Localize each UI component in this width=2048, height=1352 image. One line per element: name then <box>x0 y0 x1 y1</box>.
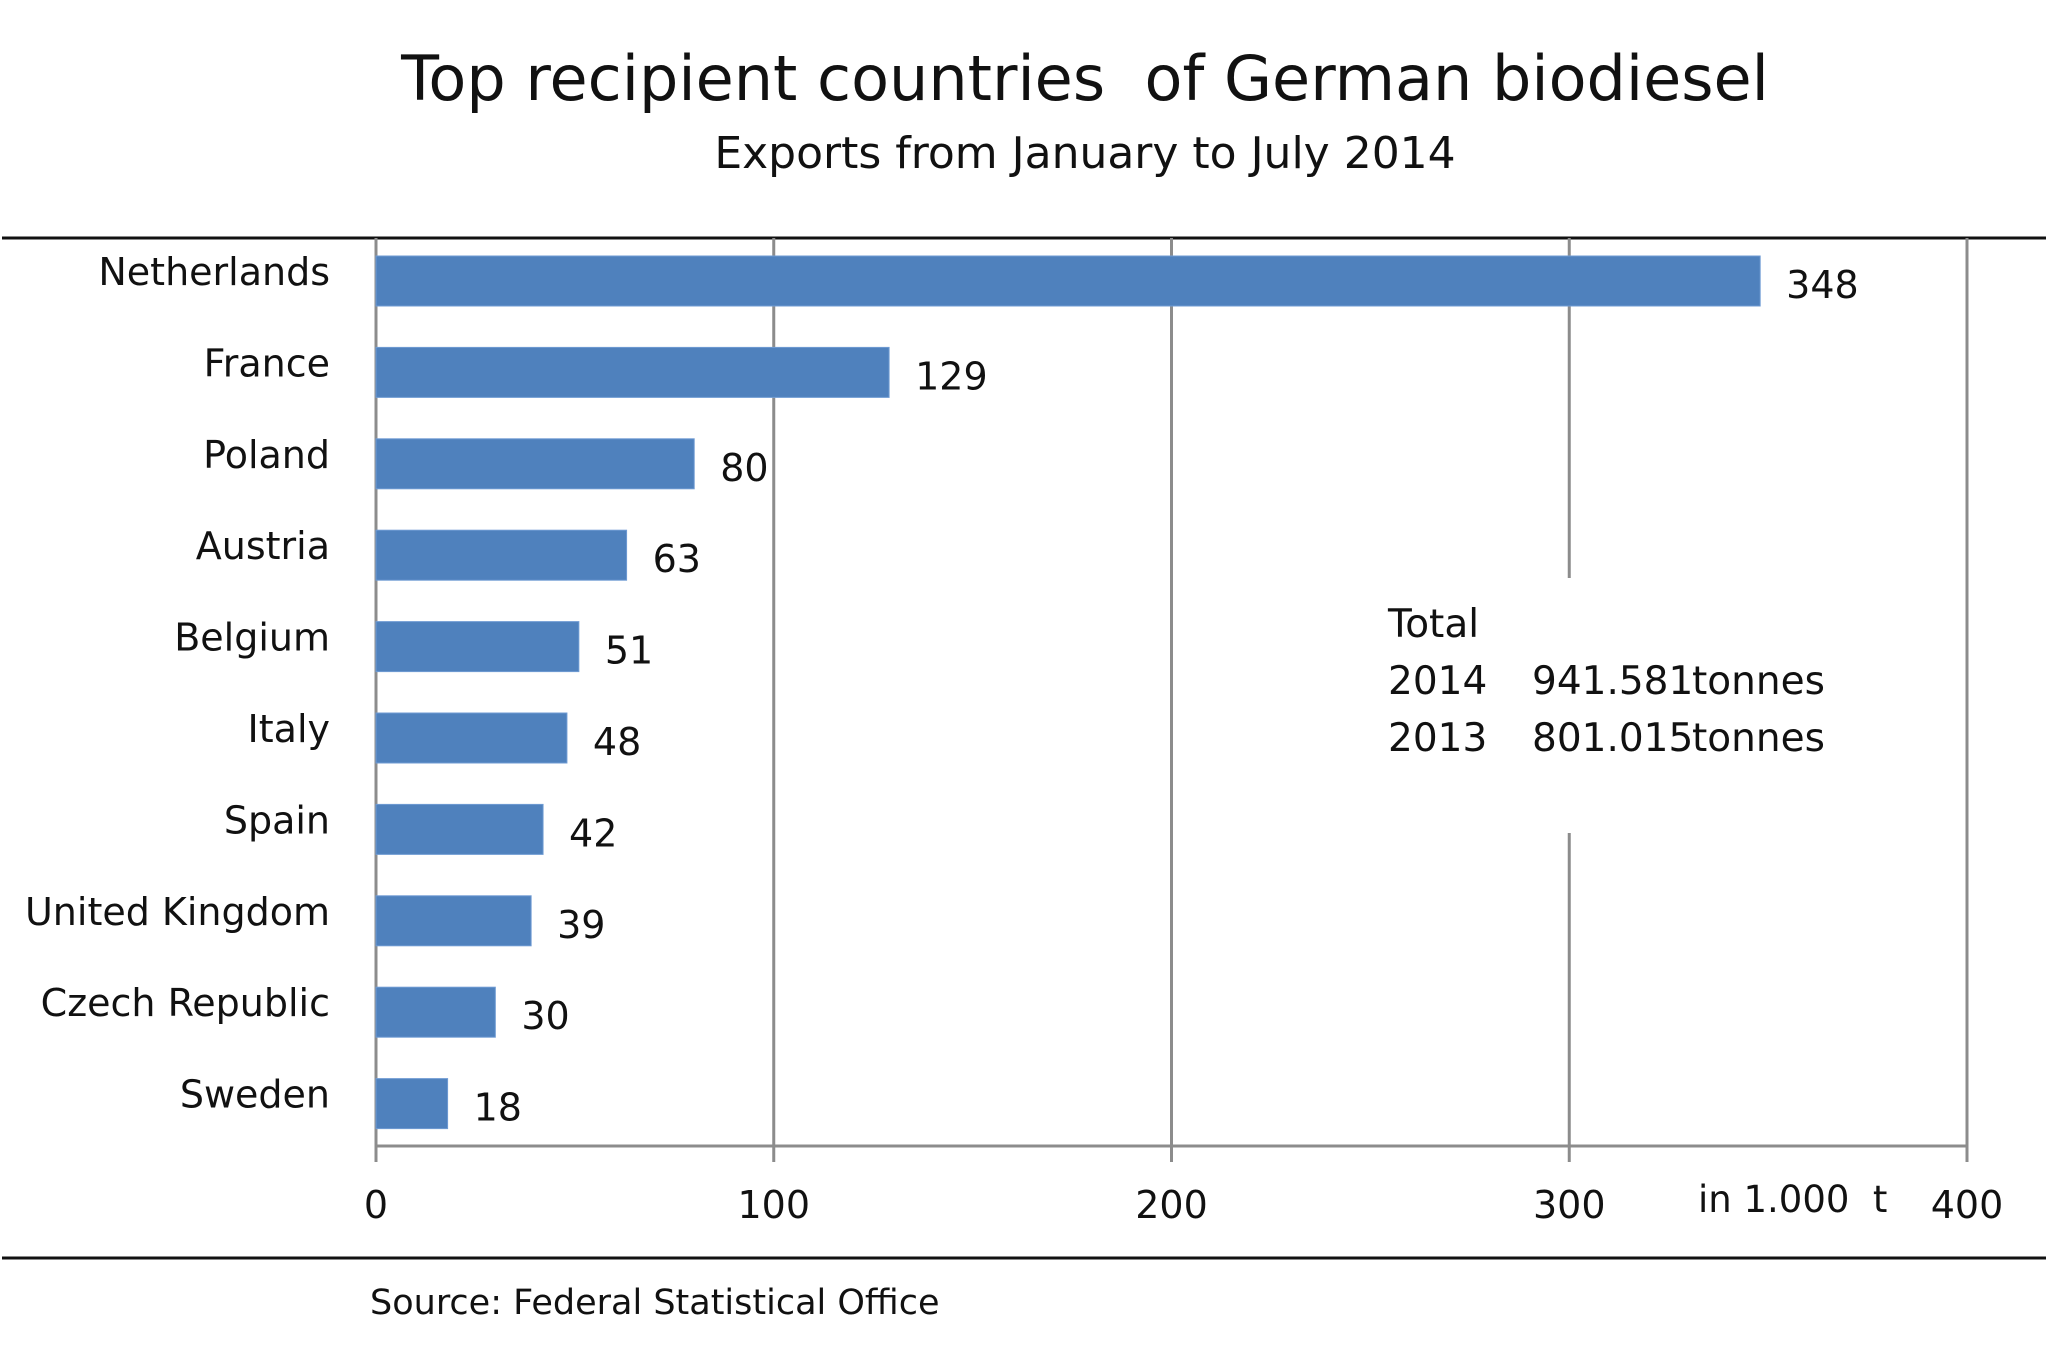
x-tick-label: 200 <box>1135 1183 1208 1227</box>
value-label: 18 <box>474 1086 522 1130</box>
bar-austria <box>375 529 628 581</box>
value-labels: 348 129 80 63 51 48 42 39 30 18 <box>468 251 1861 1140</box>
value-label-background <box>587 708 644 774</box>
totals-2013-unit: tonnes <box>1692 716 1825 761</box>
category-label: Spain <box>224 798 330 842</box>
value-label: 63 <box>653 537 701 581</box>
totals-2014-amount: 941.581 <box>1532 659 1693 704</box>
category-label: France <box>204 341 330 385</box>
category-label: Poland <box>203 433 330 477</box>
bar-belgium <box>375 621 580 673</box>
value-label-background <box>468 1073 525 1140</box>
totals-annotation: Total 2014 941.581 tonnes 2013 801.015 t… <box>1375 578 1845 833</box>
bar-czech-republic <box>375 986 496 1038</box>
totals-heading: Total <box>1387 602 1479 647</box>
totals-2014-unit: tonnes <box>1692 659 1825 704</box>
totals-2013-year: 2013 <box>1388 716 1487 761</box>
chart-title: Top recipient countries of German biodie… <box>400 42 1769 115</box>
value-label: 80 <box>720 446 768 490</box>
category-label: United Kingdom <box>25 890 330 934</box>
value-label: 30 <box>521 994 569 1038</box>
bar-france <box>375 346 890 398</box>
category-label: Czech Republic <box>41 981 330 1025</box>
category-label: Sweden <box>180 1073 330 1117</box>
category-labels: Netherlands France Poland Austria Belgium Ita… <box>25 250 330 1117</box>
category-label: Belgium <box>174 616 330 660</box>
value-label-background <box>599 616 656 683</box>
bar-italy <box>375 712 568 764</box>
value-label-background <box>910 342 990 409</box>
bar-poland <box>375 438 695 490</box>
x-tick-label: 300 <box>1533 1183 1606 1227</box>
chart-subtitle: Exports from January to July 2014 <box>714 128 1455 179</box>
value-label-background <box>564 799 621 866</box>
x-axis-unit-label: in 1.000 t <box>1698 1178 1887 1221</box>
value-label: 348 <box>1786 263 1859 307</box>
value-label-background <box>715 433 772 500</box>
x-tick-label: 100 <box>737 1183 810 1227</box>
totals-2014-year: 2014 <box>1388 659 1487 704</box>
value-label-background <box>1781 251 1861 317</box>
category-label: Italy <box>248 707 330 751</box>
category-label: Austria <box>196 524 330 568</box>
value-label: 48 <box>593 720 641 764</box>
value-label-background <box>516 982 573 1049</box>
value-label-background <box>552 890 609 957</box>
bar-spain <box>375 803 544 855</box>
bar-netherlands <box>375 255 1761 307</box>
bar-united-kingdom <box>375 895 532 947</box>
value-label: 129 <box>915 354 988 398</box>
bar-sweden <box>375 1078 449 1130</box>
value-label-background <box>647 525 704 592</box>
value-label: 51 <box>605 629 653 673</box>
bars <box>375 255 1761 1130</box>
x-tick-labels: 0 100 200 300 400 <box>364 1183 2003 1227</box>
x-tick-label: 400 <box>1931 1183 2004 1227</box>
totals-annotation-background <box>1375 578 1845 833</box>
totals-2013-amount: 801.015 <box>1532 716 1693 761</box>
category-label: Netherlands <box>98 250 330 294</box>
x-tick-label: 0 <box>364 1183 388 1227</box>
source-note: Source: Federal Statistical Office <box>370 1283 940 1323</box>
value-label: 39 <box>557 903 605 947</box>
value-label: 42 <box>569 811 617 855</box>
